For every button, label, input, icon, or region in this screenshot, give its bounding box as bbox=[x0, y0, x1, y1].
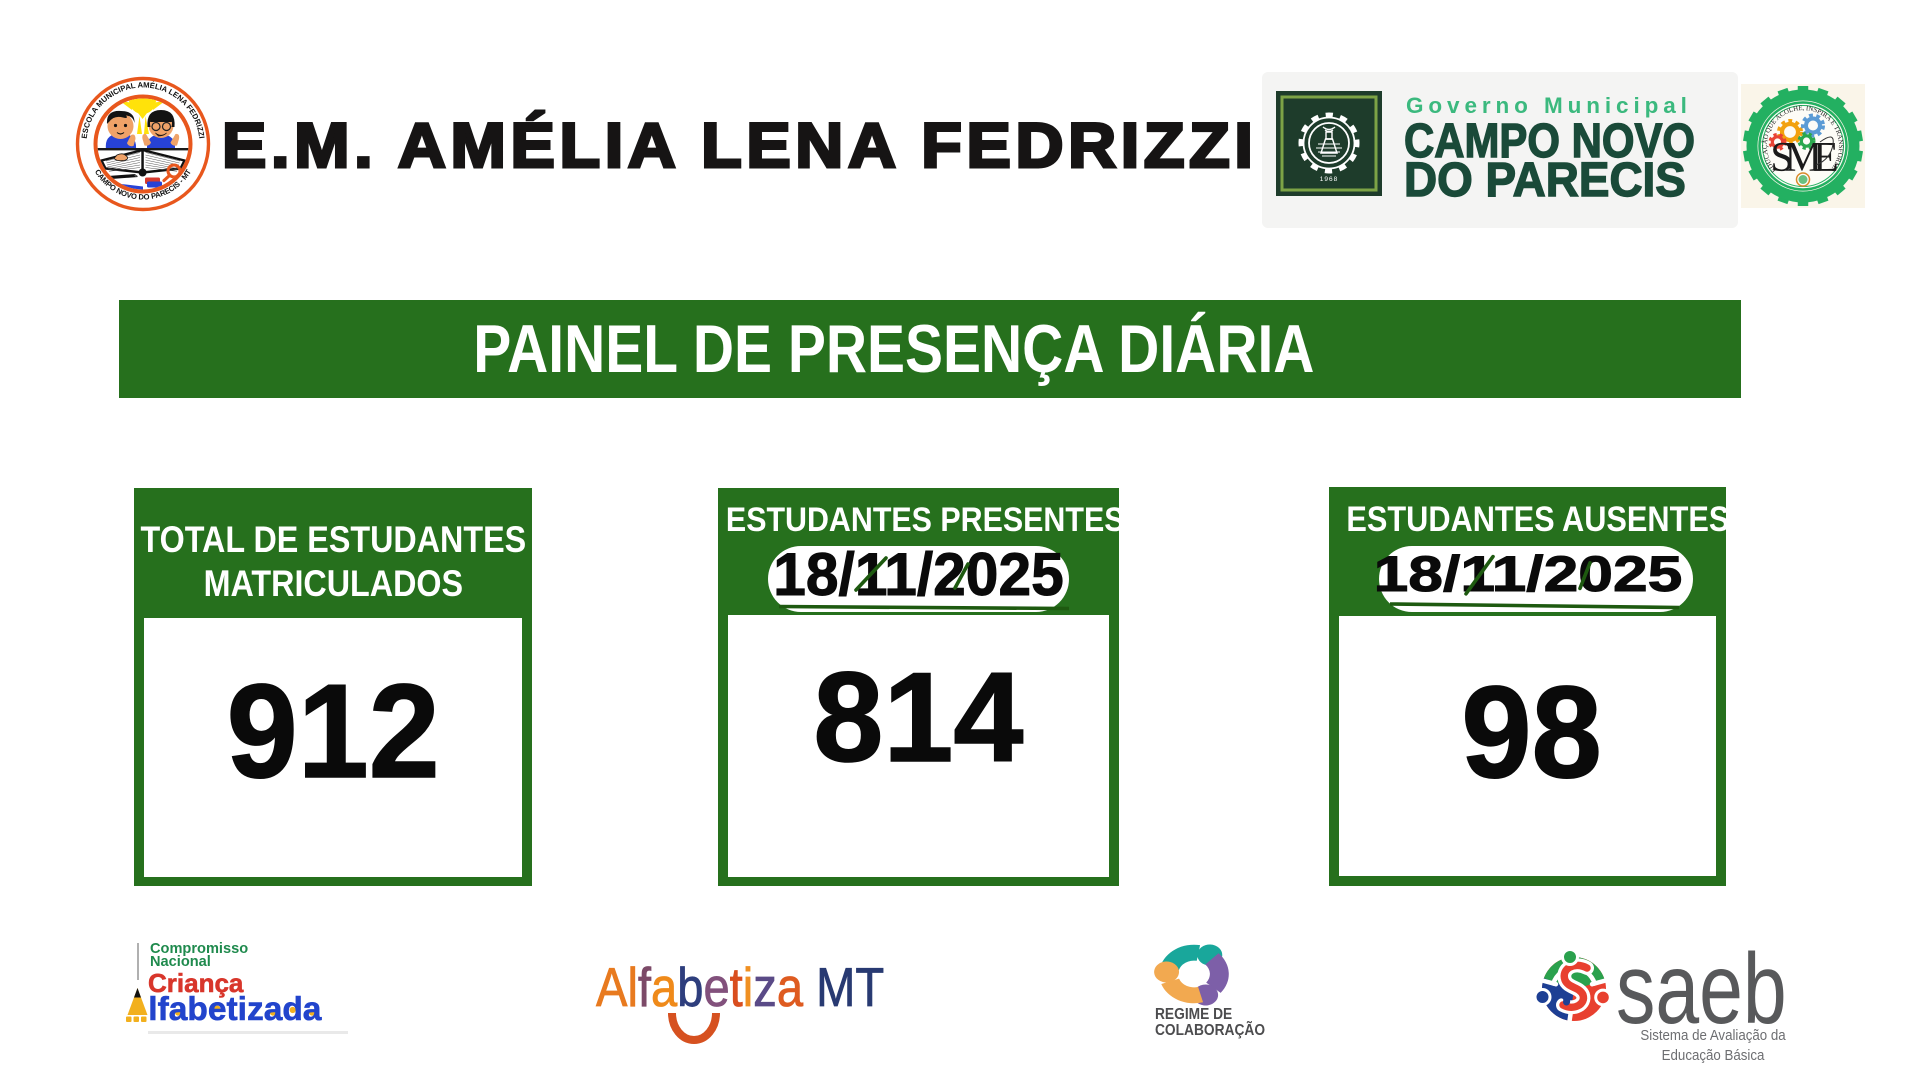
svg-text:1968: 1968 bbox=[1320, 176, 1338, 183]
